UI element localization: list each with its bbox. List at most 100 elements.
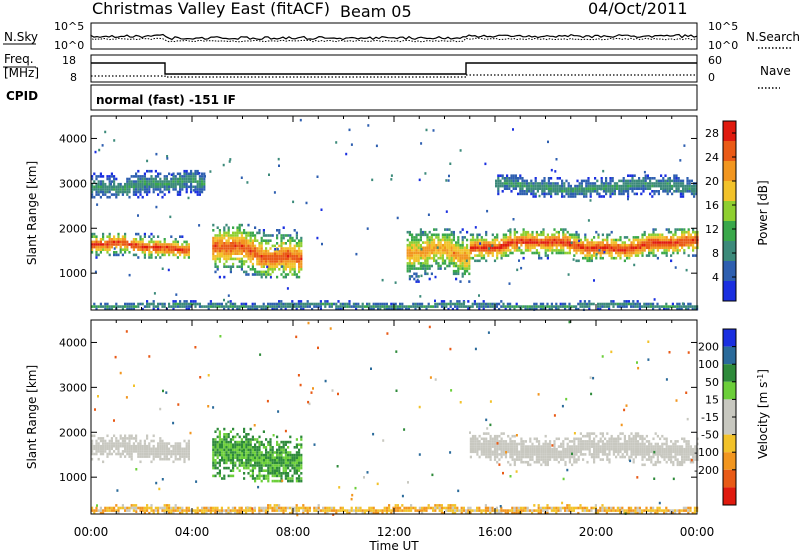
range-cell [249, 236, 252, 240]
range-cell [578, 190, 581, 193]
range-cell [130, 447, 133, 451]
range-cell [441, 262, 444, 265]
range-cell [260, 239, 263, 242]
range-cell [513, 243, 516, 247]
range-cell [446, 236, 449, 239]
range-cell [212, 446, 215, 449]
range-cell [520, 305, 523, 308]
range-cell [284, 275, 287, 279]
range-cell [276, 265, 279, 268]
range-cell [276, 448, 279, 452]
range-cell [660, 305, 663, 308]
range-cell [135, 245, 138, 249]
range-cell [609, 179, 612, 183]
range-cell [223, 307, 226, 311]
range-cell [95, 243, 98, 246]
range-cell [597, 445, 600, 448]
range-cell [278, 453, 281, 457]
range-cell [499, 174, 502, 177]
range-cell [632, 437, 635, 441]
range-cell [102, 193, 105, 196]
range-cell [617, 249, 620, 252]
range-cell [262, 302, 265, 306]
range-cell [289, 302, 292, 306]
freq-tick-top: 18 [62, 54, 76, 67]
range-cell [430, 233, 433, 237]
range-cell [119, 251, 122, 254]
range-cell [258, 456, 261, 459]
range-cell [99, 444, 102, 448]
range-cell [238, 229, 241, 232]
range-cell [441, 249, 444, 252]
range-cell [152, 190, 155, 194]
range-cell [538, 453, 541, 456]
range-cell [298, 265, 301, 268]
range-cell [524, 233, 527, 237]
range-cell [168, 442, 171, 445]
range-cell [541, 190, 544, 193]
range-cell [289, 260, 292, 263]
range-cell [143, 243, 146, 246]
range-cell [555, 243, 558, 247]
range-cell [227, 234, 230, 237]
range-cell [267, 472, 270, 475]
range-cell [691, 307, 694, 311]
range-cell [608, 305, 611, 308]
range-cell [225, 456, 228, 459]
range-cell [575, 460, 578, 464]
range-cell [629, 174, 632, 177]
range-cell [183, 439, 186, 443]
range-cell [408, 267, 411, 270]
range-cell [547, 177, 550, 180]
range-cell [128, 450, 131, 453]
range-cell [218, 302, 221, 306]
range-cell [690, 187, 693, 190]
range-cell [610, 445, 613, 448]
range-cell [163, 180, 166, 183]
range-cell [677, 190, 680, 193]
range-cell [212, 244, 215, 248]
range-cell [245, 234, 248, 237]
range-cell [692, 241, 695, 244]
range-cell [289, 270, 292, 274]
range-cell [518, 249, 521, 252]
range-cell [295, 456, 298, 459]
range-cell [632, 246, 635, 250]
range-cell [135, 437, 138, 440]
range-cell [463, 264, 466, 268]
range-cell [609, 187, 612, 190]
range-cell [629, 187, 632, 190]
range-cell [458, 300, 461, 303]
range-cell [673, 182, 676, 185]
range-cell [641, 243, 644, 247]
range-cell [584, 453, 587, 456]
range-cell [141, 240, 144, 244]
range-cell [440, 305, 443, 308]
range-cell [641, 251, 644, 255]
range-cell [541, 184, 544, 188]
range-cell [297, 305, 300, 308]
range-cell [190, 180, 193, 183]
range-cell [422, 264, 425, 267]
range-cell [459, 251, 462, 255]
range-cell [562, 228, 565, 231]
range-cell [419, 236, 422, 239]
range-cell [218, 443, 221, 446]
range-cell [573, 236, 576, 239]
range-cell [639, 249, 642, 252]
range-cell [141, 444, 144, 448]
range-cell [560, 442, 563, 446]
range-cell [489, 305, 492, 308]
range-cell [97, 193, 100, 196]
range-cell [298, 270, 301, 274]
range-cell [688, 190, 691, 193]
range-cell [302, 305, 305, 308]
range-cell [545, 182, 548, 185]
range-cell [291, 474, 294, 478]
range-cell [280, 453, 283, 457]
range-cell [542, 246, 545, 250]
range-cell [287, 466, 290, 470]
range-cell [295, 255, 298, 258]
range-cell [146, 159, 149, 163]
range-cell [245, 448, 248, 452]
